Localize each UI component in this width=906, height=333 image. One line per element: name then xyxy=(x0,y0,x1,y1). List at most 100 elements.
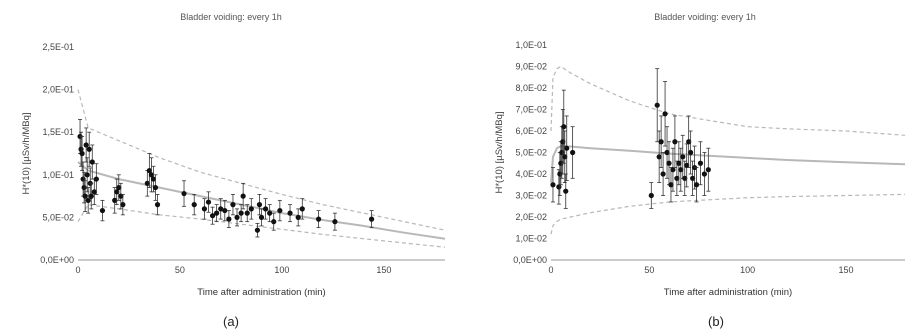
data-point xyxy=(563,188,569,194)
x-tick-label: 0 xyxy=(548,265,553,275)
data-point xyxy=(150,176,157,182)
y-tick-label: 5,0E-02 xyxy=(515,148,547,158)
y-tick-label: 9,0E-02 xyxy=(515,62,547,72)
data-point xyxy=(662,111,668,117)
y-tick-label: 7,0E-02 xyxy=(515,105,547,115)
data-point xyxy=(120,202,126,208)
data-point xyxy=(191,202,197,208)
data-point xyxy=(112,197,118,203)
data-point xyxy=(701,171,708,177)
data-point xyxy=(81,184,87,191)
data-point xyxy=(287,210,293,216)
data-point xyxy=(230,202,236,208)
data-point xyxy=(116,184,122,191)
data-point xyxy=(690,175,696,181)
data-point xyxy=(248,206,254,212)
data-point xyxy=(214,210,220,216)
y-tick-label: 1,0E-01 xyxy=(42,170,74,180)
data-point xyxy=(664,149,670,156)
data-point xyxy=(234,214,240,220)
data-point xyxy=(146,167,152,174)
y-tick-label: 3,0E-02 xyxy=(515,191,547,201)
x-tick-label: 0 xyxy=(75,265,80,275)
x-tick-label: 150 xyxy=(376,265,391,275)
data-point xyxy=(91,189,97,195)
model-line xyxy=(77,161,446,240)
data-point xyxy=(262,206,269,212)
data-point xyxy=(561,124,567,130)
y-tick-label: 4,0E-02 xyxy=(515,169,547,179)
data-point xyxy=(82,193,88,199)
data-point xyxy=(79,150,85,157)
data-point xyxy=(256,202,263,208)
data-point xyxy=(295,214,301,220)
data-point xyxy=(678,167,684,173)
data-point xyxy=(205,199,212,205)
y-axis-label: H*(10) [µSv/h/MBq] xyxy=(21,112,32,194)
data-point xyxy=(674,175,680,181)
y-tick-label: 2,0E-01 xyxy=(42,85,74,95)
data-point xyxy=(238,210,244,216)
chart-a: Bladder voiding: every 1h Time after admi… xyxy=(21,12,446,329)
data-point xyxy=(89,159,95,165)
data-point xyxy=(85,197,91,203)
data-point xyxy=(550,182,556,188)
data-point xyxy=(267,210,273,216)
y-tick-label: 0,0E+00 xyxy=(513,255,547,265)
data-point xyxy=(277,207,283,214)
data-point xyxy=(114,189,120,195)
data-point xyxy=(181,190,187,197)
x-axis-label: Time after administration (min) xyxy=(664,287,792,298)
data-point xyxy=(668,182,674,188)
data-point xyxy=(705,167,711,173)
lower-bound-line xyxy=(550,193,906,235)
chart-title: Bladder voiding: every 1h xyxy=(180,12,282,22)
data-point xyxy=(570,149,576,156)
data-point xyxy=(682,175,688,181)
data-point xyxy=(686,139,692,145)
data-point xyxy=(684,162,690,168)
data-point xyxy=(209,213,216,219)
data-point xyxy=(680,154,686,160)
data-point xyxy=(93,176,99,182)
x-axis-label: Time after administration (min) xyxy=(197,287,325,298)
data-point xyxy=(240,193,246,199)
data-point xyxy=(670,167,676,173)
data-point xyxy=(656,154,662,160)
data-point xyxy=(676,160,682,166)
data-point xyxy=(672,139,678,145)
data-point xyxy=(86,146,92,152)
data-point xyxy=(258,214,265,220)
y-tick-label: 2,0E-02 xyxy=(515,212,547,222)
y-tick-label: 1,5E-01 xyxy=(42,127,74,137)
x-tick-label: 50 xyxy=(644,265,654,275)
lower-bound-line xyxy=(77,203,446,248)
data-point xyxy=(148,172,154,178)
x-tick-label: 50 xyxy=(175,265,185,275)
data-point xyxy=(88,193,94,199)
data-point xyxy=(660,171,666,177)
data-point xyxy=(697,160,704,166)
y-tick-label: 1,0E-02 xyxy=(515,234,547,244)
data-point xyxy=(654,102,660,108)
data-point xyxy=(648,192,654,199)
data-point xyxy=(562,154,568,160)
data-point xyxy=(222,207,228,214)
panel-label: (a) xyxy=(223,314,239,329)
data-point xyxy=(118,193,124,199)
data-point xyxy=(83,142,89,148)
data-point xyxy=(144,180,150,186)
chart-title: Bladder voiding: every 1h xyxy=(654,12,756,22)
data-point xyxy=(271,219,277,225)
data-point xyxy=(254,227,261,233)
data-point xyxy=(201,206,208,212)
data-point xyxy=(244,210,250,216)
data-point xyxy=(218,206,224,212)
y-tick-label: 5,0E-02 xyxy=(42,212,74,222)
data-point xyxy=(152,184,159,191)
data-point xyxy=(99,207,106,214)
y-tick-label: 0,0E+00 xyxy=(40,255,74,265)
data-point xyxy=(315,216,322,222)
data-point xyxy=(154,202,161,208)
